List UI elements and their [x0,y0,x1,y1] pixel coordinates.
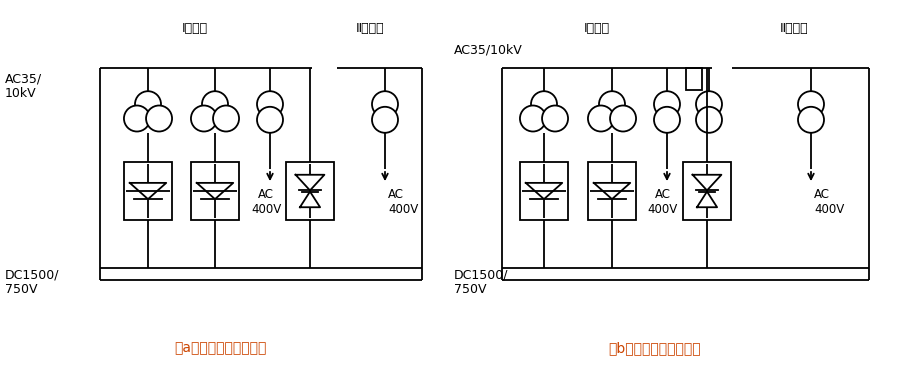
Circle shape [542,106,568,131]
Text: （a）中压逆变回馈结构: （a）中压逆变回馈结构 [174,341,266,355]
Circle shape [696,107,722,133]
Circle shape [610,106,636,131]
Bar [124,162,172,220]
Text: DC1500/
750V: DC1500/ 750V [454,268,508,296]
Circle shape [654,91,680,117]
Text: AC
400V: AC 400V [647,188,678,216]
Circle shape [135,91,161,117]
Circle shape [372,91,398,117]
Circle shape [213,106,239,131]
Text: Ⅰ段母线: Ⅰ段母线 [584,21,610,34]
Bar [286,162,334,220]
Text: （b）低压逆变回馈结构: （b）低压逆变回馈结构 [609,341,701,355]
Circle shape [146,106,172,131]
Circle shape [520,106,546,131]
Text: AC
400V: AC 400V [814,188,844,216]
Circle shape [372,107,398,133]
Circle shape [202,91,228,117]
Bar [686,68,702,90]
Circle shape [124,106,150,131]
Bar [520,162,568,220]
Circle shape [531,91,557,117]
Circle shape [191,106,217,131]
Circle shape [257,91,283,117]
Circle shape [599,91,625,117]
Circle shape [798,107,824,133]
Text: AC35/10kV: AC35/10kV [454,44,523,56]
Bar [683,162,731,220]
Text: Ⅱ段母线: Ⅱ段母线 [779,21,808,34]
Text: DC1500/
750V: DC1500/ 750V [5,268,59,296]
Text: AC
400V: AC 400V [251,188,281,216]
Circle shape [588,106,614,131]
Bar [191,162,239,220]
Text: AC35/
10kV: AC35/ 10kV [5,72,42,100]
Circle shape [257,107,283,133]
Circle shape [654,107,680,133]
Text: Ⅰ段母线: Ⅰ段母线 [182,21,208,34]
Circle shape [798,91,824,117]
Text: AC
400V: AC 400V [388,188,418,216]
Bar [588,162,636,220]
Text: Ⅱ段母线: Ⅱ段母线 [356,21,384,34]
Circle shape [696,91,722,117]
